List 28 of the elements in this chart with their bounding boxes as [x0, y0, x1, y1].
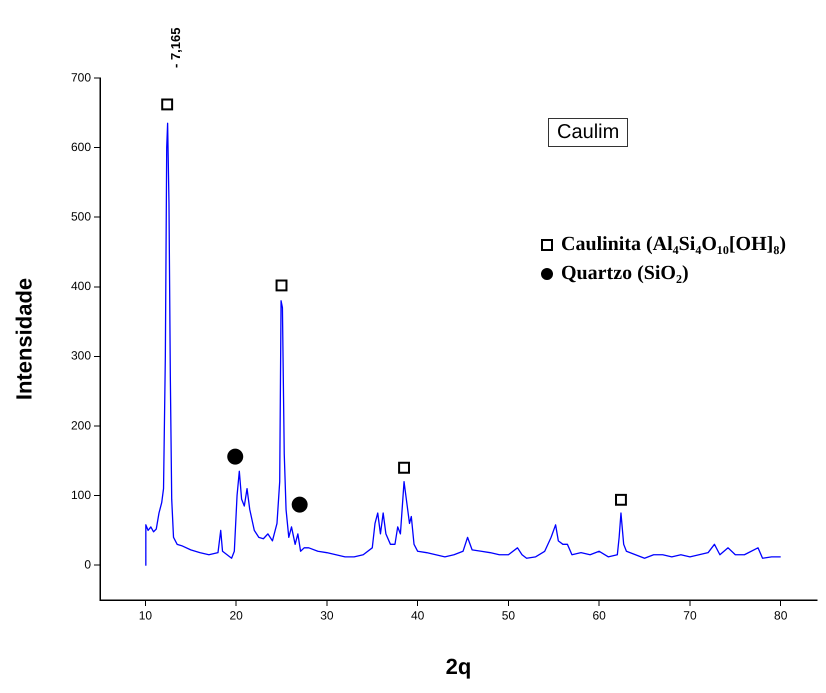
y-tick-label: 100 — [70, 488, 92, 502]
y-tick-label: 300 — [70, 348, 92, 363]
y-tick-label: 400 — [70, 279, 92, 294]
y-tick-label: 700 — [70, 70, 92, 84]
x-tick-label: 50 — [502, 608, 516, 623]
point — [276, 279, 288, 292]
point — [398, 462, 410, 474]
x-tick-label: 70 — [683, 608, 697, 623]
point — [161, 98, 174, 110]
x-tick-label: 30 — [320, 608, 334, 623]
legend-label: Caulinita (Al₄Si₄O₁₀[OH]₈) — [561, 233, 786, 256]
x-tick-label: 10 — [138, 608, 152, 623]
annotation: Caulim — [548, 118, 628, 147]
x-axis-title: 2q — [446, 654, 472, 679]
x-tick-label: 40 — [410, 608, 425, 623]
y-tick-label: 500 — [70, 210, 92, 224]
x-tick-label: 80 — [774, 608, 788, 623]
point — [227, 448, 244, 465]
legend-label: Quartzo (SiO₂) — [561, 262, 689, 285]
point — [615, 494, 627, 506]
y-tick-label: 600 — [70, 140, 92, 154]
point — [292, 496, 308, 513]
text: - 7,165 — [168, 28, 183, 68]
y-axis-title: Intensidade — [11, 278, 36, 400]
x-tick-label: 60 — [592, 608, 606, 623]
y-tick-label: 200 — [70, 418, 92, 432]
x-tick-label: 20 — [229, 608, 244, 623]
y-tick-label: 0 — [84, 558, 92, 572]
